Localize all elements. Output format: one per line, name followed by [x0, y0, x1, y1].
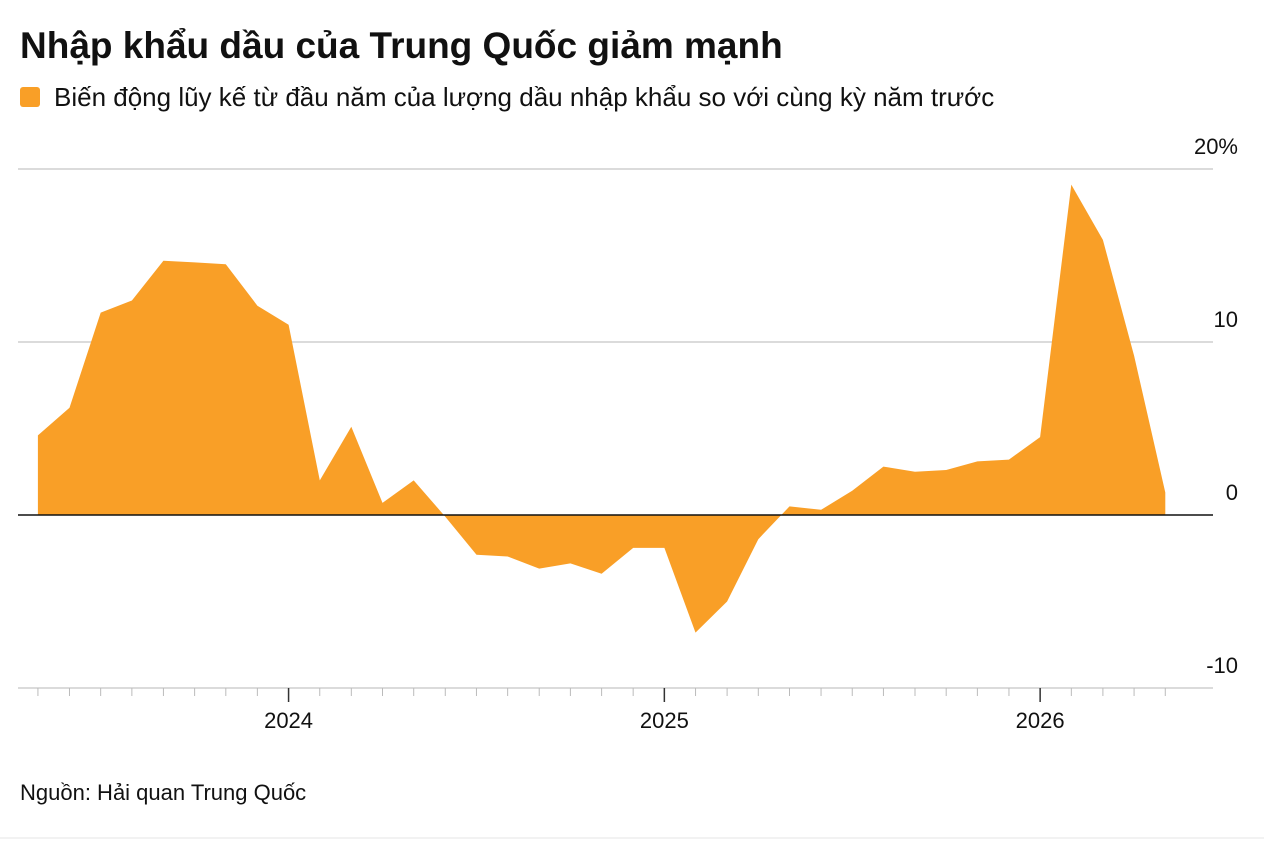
source: Nguồn: Hải quan Trung Quốc	[20, 780, 306, 805]
y-tick-label: -10	[1206, 653, 1238, 678]
y-tick-label: 20%	[1194, 134, 1238, 159]
legend-label: Biến động lũy kế từ đầu năm của lượng dầ…	[54, 82, 994, 112]
area	[37, 184, 1166, 633]
y-tick-label: 10	[1214, 307, 1238, 332]
chart-title: Nhập khẩu dầu của Trung Quốc giảm mạnh	[20, 25, 783, 66]
x-tick-label: 2024	[264, 708, 313, 733]
x-tick-label: 2025	[640, 708, 689, 733]
x-tick-label: 2026	[1016, 708, 1065, 733]
legend-swatch	[20, 87, 40, 107]
y-tick-label: 0	[1226, 480, 1238, 505]
